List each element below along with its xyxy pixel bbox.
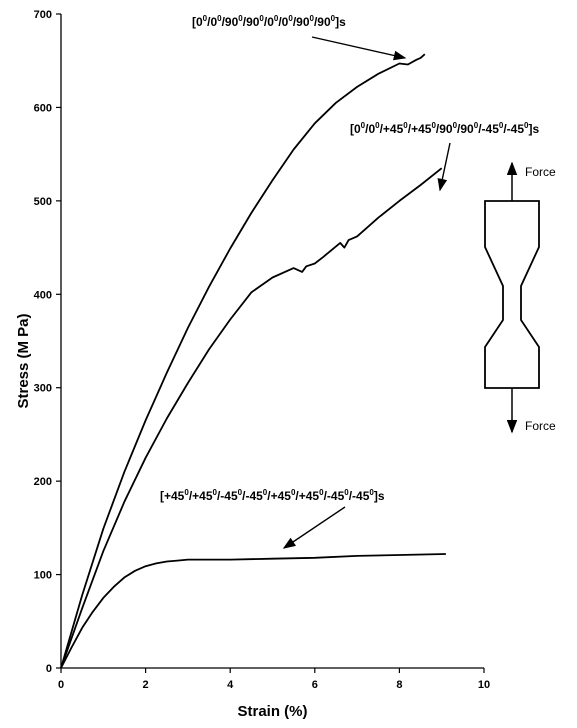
annotation-series-3: [+450/+450/-450/-450/+450/+450/-450/-450…	[160, 488, 385, 503]
force-label-bottom: Force	[525, 419, 556, 433]
arrow-series-2	[437, 142, 451, 192]
y-tick-label: 600	[34, 102, 52, 114]
arrow-series-1	[311, 36, 407, 61]
y-tick-label: 300	[34, 383, 52, 395]
y-tick-label: 400	[34, 289, 52, 301]
series	[60, 53, 446, 669]
y-tick-label: 500	[34, 196, 52, 208]
annotation-series-1: [00/00/900/900/00/00/900/900]s	[192, 14, 346, 29]
force-label-top: Force	[525, 165, 556, 179]
specimen-inset: Force Force	[484, 161, 556, 434]
y-tick-label: 0	[46, 663, 52, 675]
x-tick-label: 10	[478, 679, 490, 691]
y-tick-label: 100	[34, 570, 52, 582]
x-tick-label: 0	[58, 679, 64, 691]
x-tick-label: 6	[312, 679, 318, 691]
annotations: [00/00/900/900/00/00/900/900]s [00/00/+45…	[160, 14, 539, 549]
series-line-3	[60, 553, 446, 669]
x-tick-label: 8	[396, 679, 402, 691]
x-tick-label: 4	[227, 679, 234, 691]
series-line-1	[60, 53, 426, 669]
y-tick-label: 200	[34, 476, 52, 488]
annotation-series-2: [00/00/+450/+450/900/900/-450/-450]s	[350, 121, 539, 136]
arrow-series-3	[282, 506, 346, 549]
ticks: 0 100 200 300 400 500 600 700 0 2 4 6 8 10 Strain (%) S…	[15, 9, 490, 720]
series-line-2	[60, 167, 443, 669]
y-axis-title: Stress (M Pa)	[15, 313, 32, 408]
x-tick-label: 2	[143, 679, 149, 691]
y-tick-label: 700	[34, 9, 52, 21]
axes	[60, 14, 484, 669]
specimen-shape	[484, 200, 540, 389]
x-axis-title: Strain (%)	[237, 703, 307, 720]
